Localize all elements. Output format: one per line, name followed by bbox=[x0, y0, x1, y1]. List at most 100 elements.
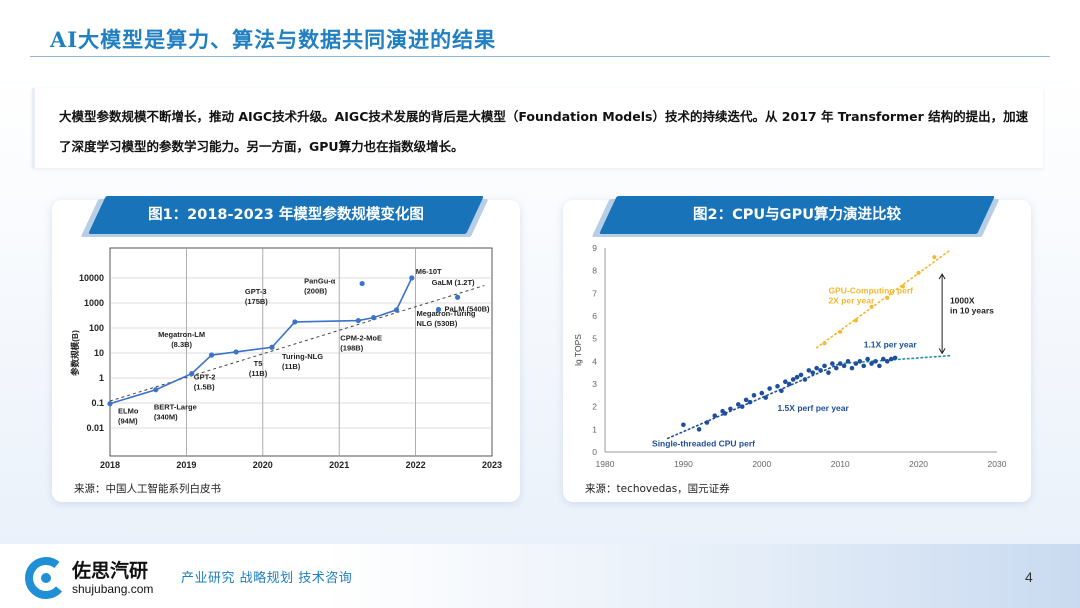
figure1-source: 来源：中国人工智能系列白皮书 bbox=[74, 483, 221, 495]
chart2-point-cpu bbox=[783, 379, 788, 385]
chart2-point-cpu bbox=[822, 363, 827, 369]
chart1-point-label: GPT-3 (175B) bbox=[245, 287, 268, 306]
brand-logo-icon bbox=[25, 557, 67, 599]
chart2-point-cpu bbox=[739, 404, 745, 409]
intro-box: 大模型参数规模不断增长，推动 AIGC技术升级。AIGC技术发展的背后是大模型（… bbox=[32, 88, 1043, 168]
chart2-trend-line bbox=[666, 362, 842, 440]
chart2-ytick-label: 9 bbox=[592, 243, 597, 253]
chart2-point-cpu bbox=[877, 363, 882, 369]
chart2-ytick-label: 7 bbox=[592, 288, 597, 298]
chart1-point-label-line: BERT-Large bbox=[154, 403, 197, 412]
chart1-point-label: Megatron-LM (8.3B) bbox=[158, 330, 205, 349]
chart1-point bbox=[409, 275, 415, 281]
chart2-point-gpu bbox=[869, 304, 874, 309]
chart2-point-cpu bbox=[763, 395, 769, 400]
brand-url: shujubang.com bbox=[72, 582, 154, 596]
chart2-point-cpu bbox=[735, 402, 741, 407]
chart1-xtick-label: 2023 bbox=[482, 460, 502, 470]
chart2-point-cpu bbox=[873, 359, 878, 364]
chart2-annotation-line: 1000X bbox=[950, 296, 975, 306]
figure1-card: 图1：2018-2023 年模型参数规模变化图 2018 2019 2020 2021… bbox=[52, 196, 520, 502]
chart2-annotation-line: 2X per year bbox=[828, 295, 875, 305]
chart1-point bbox=[370, 315, 377, 321]
chart1-point bbox=[435, 306, 442, 313]
chart2-point-cpu bbox=[767, 386, 772, 391]
figure2-banner-text: 图2：CPU与GPU算力演进比较 bbox=[693, 207, 901, 223]
chart2-point-cpu bbox=[747, 399, 753, 405]
chart2-ytick-label: 8 bbox=[592, 266, 597, 276]
chart2-point-cpu bbox=[865, 356, 870, 362]
chart1-point-label-line: Megatron-LM bbox=[158, 330, 205, 339]
chart2-annotation: Single-threaded CPU perf bbox=[652, 438, 755, 448]
chart2-annotation: 1.5X perf per year bbox=[777, 403, 849, 413]
chart2-point-cpu bbox=[869, 361, 874, 366]
chart2-point-cpu bbox=[786, 381, 792, 387]
chart2-annotation-line: GPU-Computing perf bbox=[828, 285, 913, 295]
chart1-plot-frame bbox=[109, 247, 493, 457]
chart1-point-label-line: ELMo bbox=[118, 407, 139, 416]
chart1-point-label-line: (94M) bbox=[118, 417, 138, 426]
chart2-ytick-label: 3 bbox=[592, 379, 597, 389]
chart2-point-gpu bbox=[822, 341, 827, 346]
chart2-point-cpu bbox=[722, 411, 728, 416]
chart2-point-cpu bbox=[833, 365, 839, 371]
page-title: AI大模型是算力、算法与数据共同演进的结果 bbox=[50, 27, 497, 52]
chart1-point-label-line: CPM-2-MoE bbox=[340, 334, 382, 343]
chart1-point-label: Megatron-Turing NLG (530B) bbox=[417, 309, 476, 328]
chart2-point-cpu bbox=[712, 413, 718, 419]
chart2-point-cpu bbox=[826, 370, 831, 375]
chart1-xtick-label: 2018 bbox=[100, 460, 120, 470]
chart2-point-cpu bbox=[775, 383, 780, 389]
chart1-point-label-line: GPT-3 bbox=[245, 287, 267, 296]
chart1-point-label-line: (175B) bbox=[245, 297, 268, 306]
chart1-point bbox=[292, 319, 298, 325]
chart1-point-label: Turing-NLG (11B) bbox=[282, 352, 323, 371]
chart2-point-cpu bbox=[696, 427, 702, 432]
chart1-xtick-label: 2020 bbox=[253, 460, 273, 470]
chart2-point-cpu bbox=[861, 363, 867, 369]
chart1-point-label-line: (340M) bbox=[154, 413, 178, 422]
chart2-xtick-label: 1980 bbox=[596, 459, 615, 469]
chart1-point-label: GaLM (1.2T) bbox=[432, 278, 475, 287]
chart2-ytick-label: 0 bbox=[592, 447, 597, 457]
chart1-point bbox=[189, 370, 195, 377]
chart1-xtick-label: 2019 bbox=[176, 460, 196, 470]
chart1-ytick-label: 1 bbox=[99, 373, 104, 383]
chart1-point bbox=[209, 352, 215, 358]
chart2-xtick-label: 2010 bbox=[831, 459, 850, 469]
chart2-point-cpu bbox=[881, 356, 886, 362]
chart2-point-cpu bbox=[892, 355, 898, 361]
chart2-annotation-line: in 10 years bbox=[950, 306, 994, 316]
figure1-banner: 图1：2018-2023 年模型参数规模变化图 bbox=[88, 196, 484, 234]
chart1-point-label-line: T5 bbox=[254, 359, 263, 368]
chart2-point-cpu bbox=[790, 377, 796, 382]
footer bbox=[0, 544, 1080, 608]
chart1-xtick-label: 2022 bbox=[406, 460, 426, 470]
chart2-annotation-line: Single-threaded CPU perf bbox=[652, 438, 755, 448]
footer-tagline: 产业研究 战略规划 技术咨询 bbox=[181, 571, 353, 586]
chart1-point-label: BERT-Large (340M) bbox=[154, 403, 197, 422]
chart1-point-label-line: PanGu-α bbox=[304, 277, 336, 286]
chart2-point-gpu bbox=[853, 318, 858, 323]
chart2-point-cpu bbox=[818, 368, 823, 373]
chart1-point-label: M6-10T bbox=[416, 267, 442, 276]
chart1-trend-line bbox=[109, 285, 485, 402]
figure2-source: 来源：techovedas，国元证券 bbox=[585, 483, 730, 495]
chart2-annotation-line: 1.5X perf per year bbox=[777, 403, 849, 413]
chart2-xtick-label: 2020 bbox=[909, 459, 928, 469]
chart2-gap-arrowhead-top bbox=[938, 273, 946, 280]
chart1-ytick-label: 10 bbox=[94, 348, 104, 358]
chart2-point-cpu bbox=[830, 361, 835, 366]
chart2-point-cpu bbox=[857, 359, 863, 364]
chart1-point bbox=[359, 280, 365, 287]
chart1-point bbox=[455, 294, 461, 300]
chart2-ytick-label: 1 bbox=[592, 424, 597, 434]
chart1-point-label: PanGu-α (200B) bbox=[304, 277, 336, 296]
chart1-point-label-line: Turing-NLG bbox=[282, 352, 323, 361]
chart1-point-label-line: (200B) bbox=[304, 287, 327, 296]
chart2-point-cpu bbox=[751, 393, 757, 398]
chart1-point-label-line: (8.3B) bbox=[171, 340, 192, 349]
chart1-point bbox=[393, 307, 400, 313]
chart1-point-label: CPM-2-MoE (198B) bbox=[340, 334, 382, 353]
chart2-annotation: GPU-Computing perf 2X per year bbox=[828, 285, 913, 305]
